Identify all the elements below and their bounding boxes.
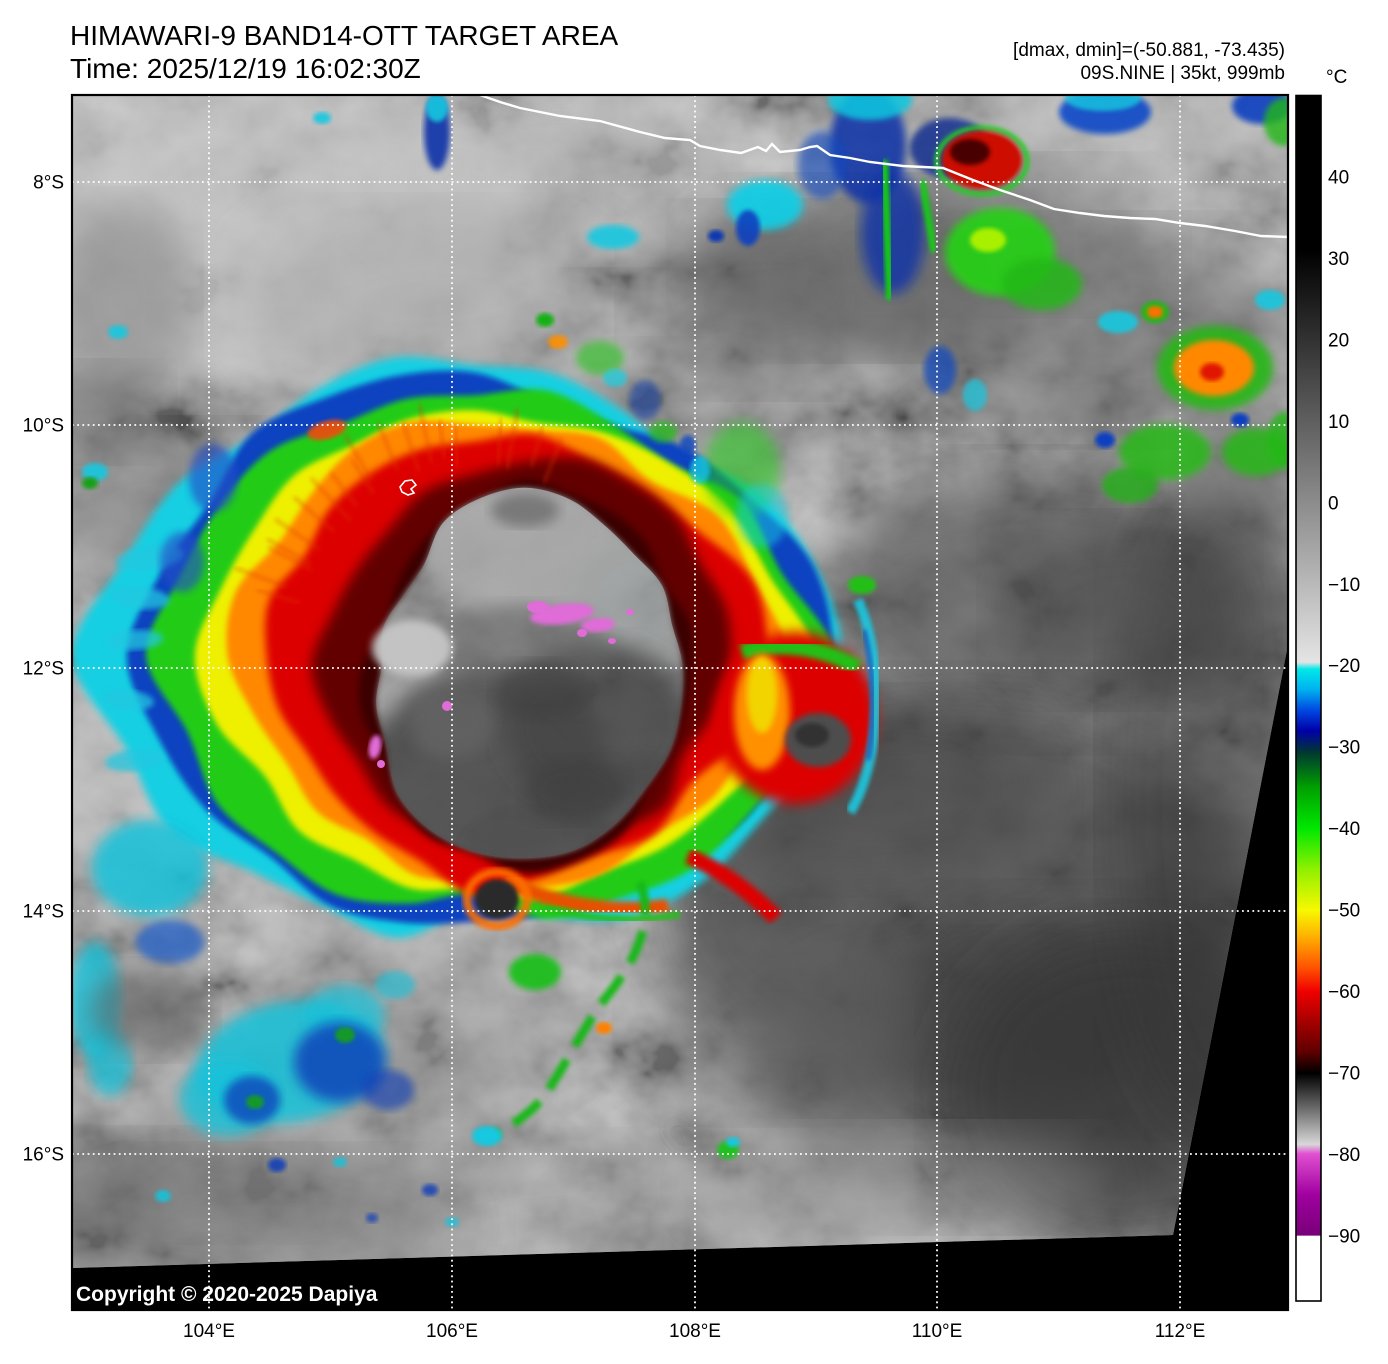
svg-text:104°E: 104°E: [183, 1321, 235, 1342]
svg-text:−80: −80: [1328, 1145, 1360, 1166]
svg-text:−20: −20: [1328, 656, 1360, 677]
svg-text:8°S: 8°S: [33, 173, 64, 194]
svg-text:Time: 2025/12/19 16:02:30Z: Time: 2025/12/19 16:02:30Z: [70, 53, 421, 84]
svg-text:20: 20: [1328, 330, 1349, 351]
svg-text:10: 10: [1328, 412, 1349, 433]
svg-text:−40: −40: [1328, 819, 1360, 840]
svg-text:106°E: 106°E: [426, 1321, 478, 1342]
svg-text:14°S: 14°S: [23, 902, 64, 923]
svg-text:−30: −30: [1328, 738, 1360, 759]
svg-text:40: 40: [1328, 168, 1349, 189]
svg-text:112°E: 112°E: [1155, 1321, 1206, 1342]
svg-text:30: 30: [1328, 249, 1349, 270]
svg-text:HIMAWARI-9 BAND14-OTT TARGET A: HIMAWARI-9 BAND14-OTT TARGET AREA: [70, 20, 618, 51]
svg-text:−10: −10: [1328, 575, 1360, 596]
svg-text:16°S: 16°S: [23, 1145, 64, 1166]
svg-text:110°E: 110°E: [912, 1321, 963, 1342]
svg-text:−90: −90: [1328, 1226, 1360, 1247]
svg-text:108°E: 108°E: [669, 1321, 721, 1342]
svg-text:−60: −60: [1328, 982, 1360, 1003]
svg-text:0: 0: [1328, 493, 1339, 514]
svg-text:[dmax, dmin]=(-50.881, -73.435: [dmax, dmin]=(-50.881, -73.435): [1013, 40, 1285, 61]
svg-text:10°S: 10°S: [23, 416, 64, 437]
svg-text:12°S: 12°S: [23, 659, 64, 680]
svg-text:09S.NINE | 35kt, 999mb: 09S.NINE | 35kt, 999mb: [1080, 63, 1285, 84]
svg-text:−70: −70: [1328, 1064, 1360, 1085]
svg-text:Copyright © 2020-2025 Dapiya: Copyright © 2020-2025 Dapiya: [76, 1283, 378, 1306]
svg-text:−50: −50: [1328, 901, 1360, 922]
svg-text:°C: °C: [1326, 67, 1347, 88]
